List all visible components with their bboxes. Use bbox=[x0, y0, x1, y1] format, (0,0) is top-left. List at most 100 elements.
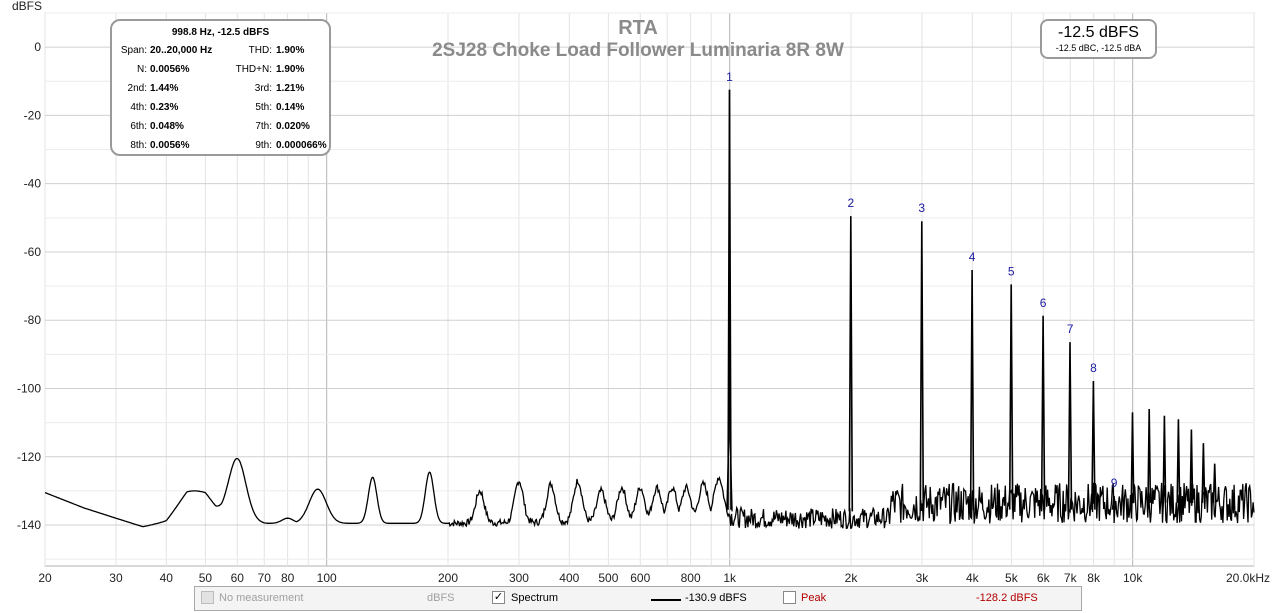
stats-label: 7th: bbox=[255, 121, 272, 132]
stats-value: 0.0056% bbox=[150, 64, 190, 75]
spectrum-checkbox[interactable]: ✓ bbox=[492, 591, 505, 604]
distortion-stats-panel: 998.8 Hz, -12.5 dBFS Span: 20..20,000 Hz… bbox=[110, 19, 331, 156]
stats-label: 9th: bbox=[255, 140, 272, 151]
x-tick-label: 500 bbox=[598, 571, 618, 585]
harmonic-labels: 1 2 3 4 5 6 7 8 9 bbox=[726, 70, 1118, 490]
chart-title: RTA bbox=[618, 17, 658, 39]
harmonic-label: 5 bbox=[1008, 264, 1015, 278]
stats-value: 0.048% bbox=[150, 121, 184, 132]
stats-value: 0.0056% bbox=[150, 140, 190, 151]
x-tick-label: 50 bbox=[199, 571, 213, 585]
spectrum-swatch bbox=[651, 599, 681, 601]
stats-value: 1.90% bbox=[276, 45, 305, 56]
harmonic-spike bbox=[1201, 443, 1206, 503]
stats-label: Span: bbox=[120, 45, 147, 56]
stats-value: 1.44% bbox=[150, 83, 179, 94]
harmonic-label: 4 bbox=[969, 250, 976, 264]
y-tick-label: -100 bbox=[17, 381, 41, 395]
level-main: -12.5 dBFS bbox=[1058, 24, 1139, 41]
peak-label: Peak bbox=[801, 592, 827, 604]
stats-value: 0.14% bbox=[276, 102, 305, 113]
stats-label: 5th: bbox=[255, 102, 272, 113]
stats-row: 6th: 0.048% 7th: 0.020% bbox=[112, 117, 329, 136]
stats-label: THD+N: bbox=[235, 64, 272, 75]
harmonic-spike bbox=[1130, 412, 1135, 503]
chart-subtitle: 2SJ28 Choke Load Follower Luminaria 8R 8… bbox=[432, 40, 844, 61]
x-tick-label: 70 bbox=[258, 571, 272, 585]
harmonic-label: 9 bbox=[1111, 476, 1118, 490]
x-tick-label: 4k bbox=[966, 571, 980, 585]
x-tick-label: 20 bbox=[38, 571, 52, 585]
no-measurement-label: No measurement bbox=[219, 592, 304, 604]
stats-label: N: bbox=[137, 64, 147, 75]
x-tick-label: 60 bbox=[231, 571, 245, 585]
y-tick-label: -60 bbox=[24, 245, 42, 259]
stats-label: THD: bbox=[248, 45, 272, 56]
x-tick-label: 600 bbox=[630, 571, 650, 585]
harmonic-spike bbox=[1176, 419, 1181, 503]
x-tick-label: 7k bbox=[1064, 571, 1078, 585]
x-tick-label: 5k bbox=[1005, 571, 1019, 585]
legend-bar: No measurement dBFS ✓ Spectrum -130.9 dB… bbox=[194, 586, 1082, 611]
harmonic-spike bbox=[1067, 342, 1073, 510]
x-tick-label: 40 bbox=[160, 571, 174, 585]
stats-header: 998.8 Hz, -12.5 dBFS bbox=[171, 27, 270, 38]
x-tick-label: 1k bbox=[723, 571, 737, 585]
stats-value: 0.23% bbox=[150, 102, 179, 113]
peak-checkbox[interactable] bbox=[783, 591, 796, 604]
y-axis-ticks: 0 -20 -40 -60 -80 -100 -120 -140 bbox=[17, 40, 41, 532]
stats-row: 4th: 0.23% 5th: 0.14% bbox=[112, 98, 329, 117]
x-tick-label: 80 bbox=[281, 571, 295, 585]
stats-value: 20..20,000 Hz bbox=[150, 45, 213, 56]
stats-value: 1.21% bbox=[276, 83, 305, 94]
y-tick-label: -40 bbox=[24, 177, 42, 191]
x-tick-label: 200 bbox=[438, 571, 458, 585]
harmonic-spike bbox=[1147, 408, 1152, 503]
stats-label: 6th: bbox=[130, 121, 147, 132]
stats-label: 2nd: bbox=[127, 83, 147, 94]
spectrum-label: Spectrum bbox=[511, 592, 559, 604]
stats-row: 8th: 0.0056% 9th: 0.000066% bbox=[112, 136, 329, 155]
spectrum-trace bbox=[44, 457, 1255, 530]
harmonic-spike bbox=[919, 221, 925, 511]
stats-label: 8th: bbox=[130, 140, 147, 151]
harmonic-spike bbox=[1040, 315, 1046, 510]
harmonic-spike bbox=[1162, 415, 1167, 503]
peak-value: -128.2 dBFS bbox=[976, 592, 1038, 604]
harmonic-spike bbox=[1091, 380, 1096, 510]
spectrum-value: -130.9 dBFS bbox=[685, 592, 747, 604]
stats-label: 4th: bbox=[130, 102, 147, 113]
y-tick-label: -20 bbox=[24, 108, 42, 122]
x-tick-label: 2k bbox=[845, 571, 859, 585]
stats-row: N: 0.0056% THD+N: 1.90% bbox=[112, 60, 329, 79]
x-tick-label: 800 bbox=[681, 571, 701, 585]
harmonic-label: 6 bbox=[1040, 296, 1047, 310]
x-tick-label: 8k bbox=[1087, 571, 1101, 585]
no-measurement-checkbox[interactable] bbox=[201, 591, 214, 604]
x-tick-label: 6k bbox=[1037, 571, 1051, 585]
series-spectrum bbox=[44, 89, 1255, 530]
harmonic-label: 8 bbox=[1090, 361, 1097, 375]
stats-value: 0.000066% bbox=[276, 140, 327, 151]
y-tick-label: 0 bbox=[34, 40, 41, 54]
no-measurement-unit: dBFS bbox=[427, 592, 455, 604]
harmonic-spike bbox=[848, 216, 854, 512]
x-tick-label: 10k bbox=[1123, 571, 1143, 585]
harmonic-spike bbox=[1008, 284, 1014, 510]
x-tick-label: 20.0kHz bbox=[1226, 571, 1270, 585]
level-weighted: -12.5 dBC, -12.5 dBA bbox=[1055, 43, 1142, 53]
stats-row: 2nd: 1.44% 3rd: 1.21% bbox=[112, 79, 329, 98]
level-readout: -12.5 dBFS -12.5 dBC, -12.5 dBA bbox=[1040, 19, 1157, 59]
x-tick-label: 3k bbox=[916, 571, 930, 585]
y-axis-label: dBFS bbox=[12, 0, 42, 13]
harmonic-label: 7 bbox=[1067, 322, 1074, 336]
harmonic-spike bbox=[1212, 463, 1217, 503]
stats-label: 3rd: bbox=[254, 83, 272, 94]
y-tick-label: -120 bbox=[17, 450, 41, 464]
stats-value: 0.020% bbox=[276, 121, 310, 132]
harmonic-label: 3 bbox=[918, 201, 925, 215]
harmonic-spike bbox=[969, 269, 975, 511]
harmonic-spike bbox=[1189, 429, 1194, 503]
y-tick-label: -140 bbox=[17, 518, 41, 532]
y-tick-label: -80 bbox=[24, 313, 42, 327]
